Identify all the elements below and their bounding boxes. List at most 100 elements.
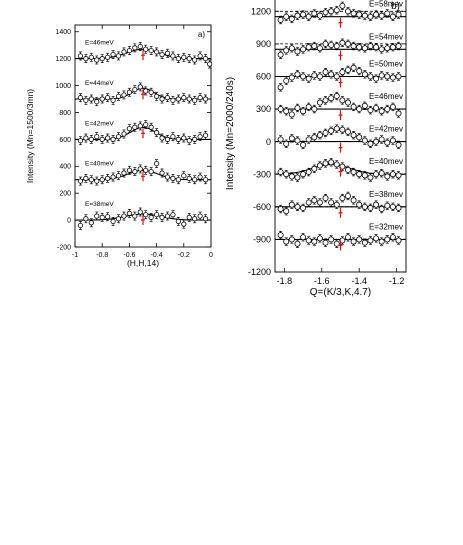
- data-point: [143, 167, 149, 173]
- data-point: [395, 11, 402, 18]
- data-point: [115, 173, 122, 179]
- data-point: [395, 204, 402, 211]
- data-point: [305, 136, 312, 143]
- data-point: [395, 172, 402, 179]
- data-point: [148, 89, 154, 95]
- y-tick-label: -200: [57, 244, 71, 251]
- data-point: [170, 175, 176, 181]
- data-point: [361, 137, 368, 144]
- data-point: [186, 138, 192, 144]
- data-point: [328, 127, 335, 134]
- data-point: [316, 12, 323, 19]
- y-tick-label: -300: [253, 169, 271, 179]
- y-tick-label: -900: [253, 235, 271, 245]
- data-point: [132, 86, 138, 93]
- data-point: [322, 239, 329, 246]
- data-point: [186, 96, 192, 102]
- data-point: [294, 48, 301, 55]
- data-point: [384, 45, 391, 52]
- data-point: [305, 103, 312, 110]
- data-point: [143, 121, 149, 128]
- data-point: [137, 43, 143, 50]
- data-point: [132, 169, 138, 175]
- data-point: [121, 131, 127, 137]
- data-point: [143, 88, 149, 94]
- data-point: [121, 49, 127, 55]
- data-point: [300, 171, 307, 178]
- data-point: [316, 73, 323, 80]
- data-point: [77, 138, 84, 144]
- data-point: [356, 134, 363, 141]
- data-point: [378, 205, 385, 212]
- data-point: [300, 204, 307, 211]
- data-point: [288, 236, 295, 243]
- series-label: E=58mev: [369, 0, 403, 9]
- data-point: [99, 56, 105, 62]
- plot-frame: [74, 24, 212, 248]
- data-point: [311, 106, 318, 113]
- data-point: [373, 11, 380, 18]
- data-point: [88, 177, 94, 183]
- data-point: [395, 73, 402, 80]
- data-point: [322, 40, 329, 47]
- data-point: [339, 126, 346, 133]
- data-point: [186, 175, 192, 181]
- data-point: [333, 7, 340, 14]
- data-point: [115, 216, 122, 222]
- data-point: [389, 44, 396, 51]
- data-point: [126, 89, 132, 95]
- data-point: [77, 178, 84, 184]
- data-point: [395, 141, 402, 148]
- data-point: [395, 237, 402, 244]
- data-point: [110, 174, 116, 180]
- data-point: [121, 170, 127, 176]
- data-point: [283, 108, 290, 115]
- data-point: [361, 12, 368, 19]
- data-point: [175, 177, 181, 183]
- data-point: [115, 53, 122, 59]
- y-tick-label: 1400: [55, 29, 71, 36]
- data-point: [305, 13, 312, 20]
- data-point: [88, 220, 94, 226]
- data-point: [137, 209, 143, 215]
- series-label: E=44meV: [85, 80, 114, 87]
- x-axis-title: Q=(K/3,K,4.7): [310, 287, 371, 298]
- series-label: E=40meV: [85, 161, 114, 168]
- data-point: [77, 95, 84, 101]
- data-point: [105, 135, 111, 141]
- data-point: [373, 44, 380, 51]
- data-point: [283, 238, 290, 245]
- data-point: [311, 43, 318, 50]
- data-point: [305, 199, 312, 206]
- data-point: [88, 136, 94, 142]
- data-point: [288, 74, 295, 81]
- data-point: [170, 53, 176, 59]
- data-point: [294, 71, 301, 78]
- y-axis-title: Intensity (Mn=1500/3mn): [25, 89, 35, 183]
- data-point: [105, 54, 111, 60]
- data-point: [322, 69, 329, 76]
- data-point: [105, 175, 111, 181]
- data-point: [170, 134, 176, 140]
- data-point: [384, 139, 391, 146]
- data-point: [143, 212, 149, 218]
- data-point: [373, 104, 380, 111]
- data-point: [202, 96, 209, 102]
- data-point: [305, 44, 312, 51]
- data-point: [339, 2, 346, 9]
- data-point: [294, 174, 301, 181]
- data-point: [361, 45, 368, 52]
- series-label: E=38meV: [85, 201, 114, 208]
- panel-label: b): [391, 1, 400, 12]
- data-point: [148, 169, 154, 175]
- data-point: [311, 72, 318, 79]
- data-point: [288, 111, 295, 118]
- data-point: [288, 173, 295, 180]
- data-point: [192, 216, 198, 222]
- x-tick-label: -1.2: [389, 276, 405, 286]
- data-point: [283, 171, 290, 178]
- data-point: [344, 66, 351, 73]
- data-point: [389, 137, 396, 144]
- data-point: [356, 44, 363, 51]
